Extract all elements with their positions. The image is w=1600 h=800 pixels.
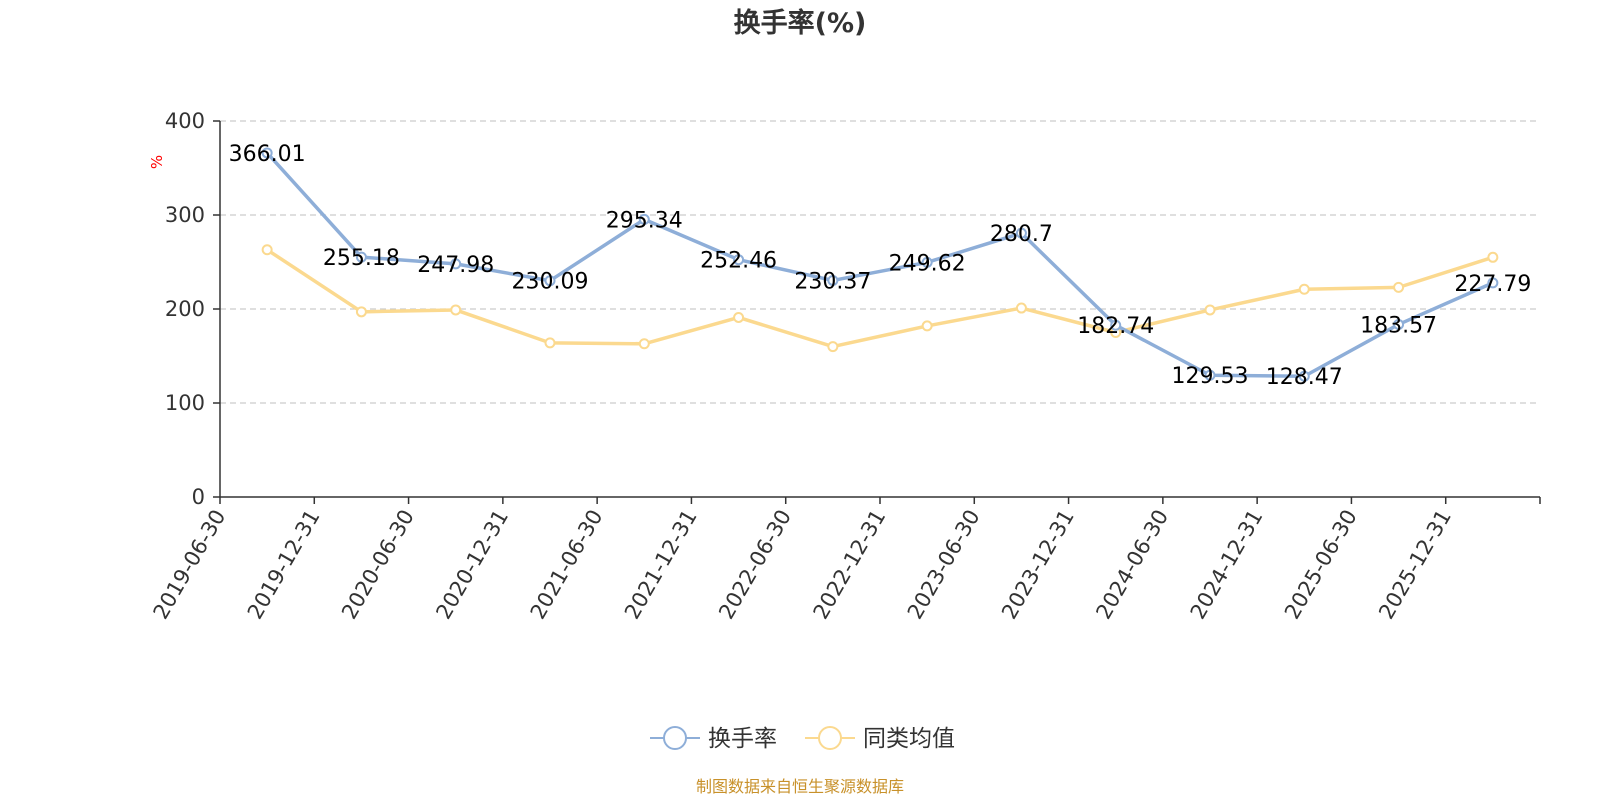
legend-label: 换手率 xyxy=(708,726,777,752)
y-axis-unit-label: % xyxy=(148,155,166,169)
series-0-point[interactable] xyxy=(450,258,462,270)
legend-item-0[interactable]: 换手率 xyxy=(650,726,777,752)
series-1-point[interactable] xyxy=(921,320,933,332)
x-tick-label: 2022-06-30 xyxy=(714,506,796,624)
series-1-point[interactable] xyxy=(1298,283,1310,295)
series-1-point[interactable] xyxy=(450,304,462,316)
legend[interactable]: 换手率 同类均值 xyxy=(650,726,955,752)
series-0-point[interactable] xyxy=(544,275,556,287)
x-tick-label: 2025-12-31 xyxy=(1374,506,1456,624)
data-label: 227.79 xyxy=(1454,272,1531,297)
source-note: 制图数据来自恒生聚源数据库 xyxy=(696,777,904,796)
series-line-1 xyxy=(266,248,1494,349)
data-label: 182.74 xyxy=(1077,314,1154,339)
legend-label: 同类均值 xyxy=(863,726,955,752)
x-tick-label: 2020-06-30 xyxy=(337,505,419,623)
x-tick-label: 2022-12-31 xyxy=(809,506,891,624)
data-label: 280.7 xyxy=(990,222,1053,247)
series-1-point[interactable] xyxy=(733,311,745,323)
x-tick-label: 2024-06-30 xyxy=(1091,506,1173,624)
data-label: 230.37 xyxy=(794,269,871,294)
data-label: 252.46 xyxy=(700,249,777,274)
series-0-point[interactable] xyxy=(921,256,933,268)
legend-marker-icon xyxy=(663,726,687,750)
series-0-point[interactable] xyxy=(733,254,745,266)
x-tick-label: 2024-12-31 xyxy=(1186,506,1268,624)
series-1-point[interactable] xyxy=(1015,302,1027,314)
series-1-point[interactable] xyxy=(1393,281,1405,293)
x-tick-label: 2021-06-30 xyxy=(526,506,608,624)
x-tick-label: 2023-12-31 xyxy=(997,506,1079,624)
data-labels: 366.01 255.18 247.98 230.09 295.34 252.46 230.… xyxy=(229,142,1532,390)
series-0-point[interactable] xyxy=(827,274,839,286)
x-tick-label: 2019-12-31 xyxy=(243,506,325,624)
data-label: 230.09 xyxy=(512,270,589,295)
x-tick-label: 2020-12-31 xyxy=(431,506,513,624)
y-tick-label: 300 xyxy=(165,203,205,227)
x-tick-label: 2023-06-30 xyxy=(903,505,985,623)
x-tick-label: 2021-12-31 xyxy=(620,506,702,624)
data-label: 255.18 xyxy=(323,246,400,271)
series-0-point[interactable] xyxy=(1393,318,1405,330)
chart-title: 换手率(%) xyxy=(734,7,867,39)
data-label: 295.34 xyxy=(606,208,683,233)
series-0-point[interactable] xyxy=(1015,227,1027,239)
y-tick-label: 400 xyxy=(165,109,205,133)
data-label: 129.53 xyxy=(1172,364,1249,389)
series-0-point[interactable] xyxy=(355,251,367,263)
series-0-point[interactable] xyxy=(1204,369,1216,381)
y-tick-label: 100 xyxy=(165,391,205,415)
data-label: 249.62 xyxy=(889,251,966,276)
series-0-point[interactable] xyxy=(1110,319,1122,331)
y-tick-label: 200 xyxy=(165,297,205,321)
x-tick-label: 2019-06-30 xyxy=(149,506,231,624)
y-tick-label: 0 xyxy=(192,485,205,509)
data-label: 247.98 xyxy=(417,253,494,278)
series-1-point[interactable] xyxy=(355,306,367,318)
series-1-point[interactable] xyxy=(827,341,839,353)
series-1-point[interactable] xyxy=(1204,304,1216,316)
data-label: 366.01 xyxy=(229,142,306,167)
x-tick-label: 2025-06-30 xyxy=(1280,506,1362,624)
series-0-point[interactable] xyxy=(261,147,273,159)
series-1-point[interactable] xyxy=(544,337,556,349)
series-0-point[interactable] xyxy=(638,213,650,225)
series-0-point[interactable] xyxy=(1298,370,1310,382)
series-line-0 xyxy=(265,151,1494,378)
series-0-point[interactable] xyxy=(1487,277,1499,289)
legend-marker-icon xyxy=(818,726,842,750)
data-label: 128.47 xyxy=(1266,365,1343,390)
series-1-point[interactable] xyxy=(638,338,650,350)
legend-item-1[interactable]: 同类均值 xyxy=(805,726,955,752)
series-layer xyxy=(261,147,1499,382)
series-1-point[interactable] xyxy=(261,244,273,256)
data-label: 183.57 xyxy=(1360,313,1437,338)
series-1-point[interactable] xyxy=(1487,251,1499,263)
